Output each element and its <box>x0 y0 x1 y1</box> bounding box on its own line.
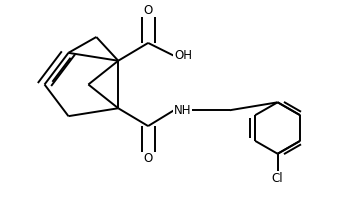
Text: O: O <box>144 152 153 165</box>
Text: O: O <box>144 4 153 17</box>
Text: NH: NH <box>174 104 192 117</box>
Text: Cl: Cl <box>272 172 283 185</box>
Text: OH: OH <box>174 49 192 62</box>
